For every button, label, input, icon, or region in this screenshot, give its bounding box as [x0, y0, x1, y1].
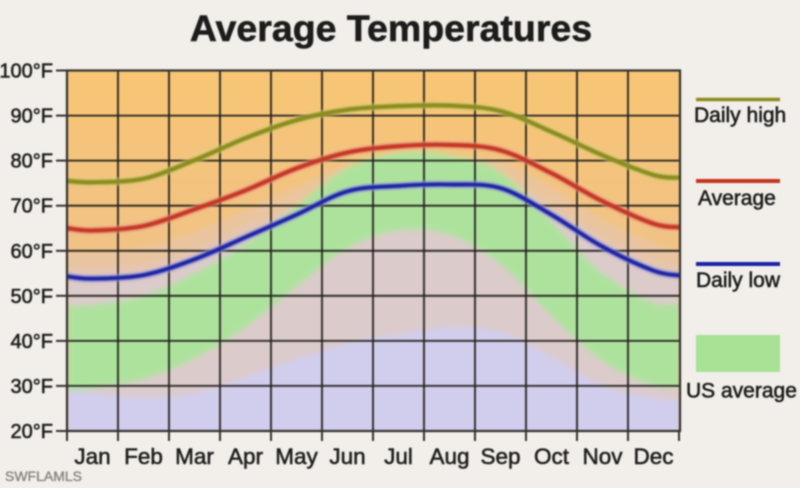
svg-text:Feb: Feb — [124, 444, 163, 469]
svg-text:60°F: 60°F — [11, 241, 53, 263]
svg-text:Jul: Jul — [384, 444, 413, 469]
svg-text:Daily high: Daily high — [694, 104, 786, 127]
svg-text:90°F: 90°F — [11, 106, 53, 128]
svg-text:Nov: Nov — [582, 444, 623, 469]
svg-text:Aug: Aug — [429, 444, 469, 469]
svg-text:Mar: Mar — [175, 444, 214, 469]
svg-text:20°F: 20°F — [11, 421, 53, 443]
svg-text:May: May — [275, 444, 318, 469]
svg-text:US average: US average — [686, 380, 797, 403]
svg-text:Apr: Apr — [228, 444, 264, 469]
svg-text:Dec: Dec — [633, 444, 673, 469]
svg-text:Jan: Jan — [74, 444, 110, 469]
svg-text:40°F: 40°F — [11, 331, 53, 353]
svg-text:50°F: 50°F — [11, 286, 53, 308]
svg-text:80°F: 80°F — [11, 151, 53, 173]
svg-text:Average: Average — [698, 187, 776, 210]
svg-text:100°F: 100°F — [0, 61, 53, 83]
svg-text:SWFLAMLS: SWFLAMLS — [5, 468, 82, 484]
svg-text:Jun: Jun — [329, 444, 365, 469]
svg-text:Sep: Sep — [480, 444, 520, 469]
svg-text:Average Temperatures: Average Temperatures — [190, 7, 592, 49]
svg-text:30°F: 30°F — [11, 376, 53, 398]
svg-text:70°F: 70°F — [11, 196, 53, 218]
svg-text:Daily low: Daily low — [696, 269, 781, 292]
svg-text:Oct: Oct — [534, 444, 570, 469]
